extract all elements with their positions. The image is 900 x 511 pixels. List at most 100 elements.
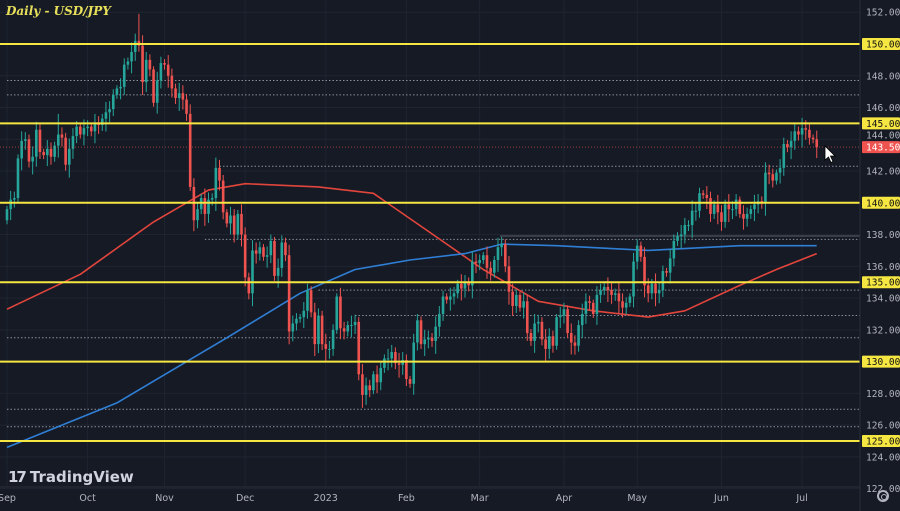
candle-down xyxy=(60,134,64,138)
candle-up xyxy=(723,204,727,222)
last-price-label: 143.503 xyxy=(866,143,900,154)
candle-up xyxy=(82,128,86,135)
price-axis[interactable] xyxy=(860,0,900,511)
time-tick-label: Mar xyxy=(471,493,489,504)
price-tick-label: 136.000 xyxy=(866,262,900,273)
candle-down xyxy=(27,139,31,162)
candle-up xyxy=(562,309,566,316)
candle-up xyxy=(800,128,804,135)
candle-down xyxy=(573,342,577,346)
candle-up xyxy=(668,258,672,273)
candle-up xyxy=(657,290,661,294)
candle-down xyxy=(148,59,152,70)
time-tick-label: Apr xyxy=(556,493,573,504)
candle-down xyxy=(665,271,668,273)
candle-down xyxy=(815,139,819,148)
candle-down xyxy=(606,286,610,291)
price-tick-label: 138.000 xyxy=(866,230,900,241)
candle-up xyxy=(295,318,298,324)
candle-up xyxy=(441,296,445,314)
candle-down xyxy=(320,315,324,345)
candle-down xyxy=(544,339,547,349)
level-price-label: 130.000 xyxy=(866,357,900,368)
price-tick-label: 146.000 xyxy=(866,103,900,114)
candle-down xyxy=(467,282,470,286)
candle-up xyxy=(9,199,12,210)
candle-up xyxy=(438,313,441,327)
candle-up xyxy=(56,134,60,146)
level-price-badge xyxy=(862,38,900,50)
level-price-badge xyxy=(862,117,900,130)
candle-down xyxy=(240,213,243,235)
candle-up xyxy=(624,302,628,308)
settings-gear-icon[interactable] xyxy=(877,490,889,502)
candle-up xyxy=(599,290,602,295)
candle-up xyxy=(632,261,635,297)
candle-down xyxy=(405,360,408,380)
candle-down xyxy=(284,242,287,256)
candle-up xyxy=(522,301,525,308)
candle-up xyxy=(449,296,452,300)
candle-up xyxy=(108,109,111,113)
candle-down xyxy=(64,137,67,165)
candle-down xyxy=(225,212,229,224)
candle-up xyxy=(75,126,78,137)
moving-average-red-line xyxy=(6,182,817,318)
candle-down xyxy=(621,301,624,308)
candle-down xyxy=(397,363,401,365)
candle-up xyxy=(628,296,632,303)
candle-up xyxy=(753,204,756,210)
candle-down xyxy=(368,385,372,391)
candle-up xyxy=(386,358,390,360)
candle-up xyxy=(687,225,690,227)
candle-up xyxy=(317,315,320,345)
candle-up xyxy=(5,209,9,221)
candle-up xyxy=(423,339,426,345)
candle-down xyxy=(166,64,170,76)
tradingview-logo[interactable]: 𝟭𝟳 TradingView xyxy=(8,468,134,486)
candle-up xyxy=(46,148,49,156)
candle-up xyxy=(602,286,606,291)
candle-up xyxy=(350,325,353,327)
candle-up xyxy=(547,336,551,349)
candle-up xyxy=(328,348,331,350)
candle-up xyxy=(372,374,375,391)
candle-down xyxy=(188,113,192,187)
candle-down xyxy=(529,333,533,341)
candle-up xyxy=(764,172,767,203)
candle-up xyxy=(650,283,654,294)
price-tick-label: 152.000 xyxy=(866,8,900,19)
candle-up xyxy=(789,140,793,148)
candle-up xyxy=(159,63,163,81)
candle-up xyxy=(536,321,540,324)
candle-up xyxy=(265,255,269,257)
candle-down xyxy=(141,45,144,83)
candle-down xyxy=(254,250,258,254)
candle-down xyxy=(540,321,544,340)
candle-down xyxy=(569,333,573,343)
candle-down xyxy=(507,266,511,292)
candle-down xyxy=(727,204,731,210)
level-price-label: 150.000 xyxy=(866,40,900,51)
candle-down xyxy=(309,290,313,313)
candle-up xyxy=(793,131,797,141)
candle-up xyxy=(595,294,599,314)
candle-down xyxy=(324,344,328,349)
candle-down xyxy=(643,256,646,286)
candle-down xyxy=(361,374,364,395)
candle-up xyxy=(749,209,753,214)
candle-down xyxy=(518,294,522,308)
time-tick-label: Feb xyxy=(398,493,415,504)
candle-down xyxy=(460,283,463,289)
candle-up xyxy=(306,290,309,311)
candle-down xyxy=(804,128,808,130)
candle-down xyxy=(218,167,221,181)
candle-up xyxy=(364,385,368,395)
candle-down xyxy=(152,69,155,103)
candle-up xyxy=(731,209,734,211)
candle-down xyxy=(566,309,569,334)
candle-down xyxy=(525,301,529,334)
candle-up xyxy=(353,321,357,326)
candle-down xyxy=(313,312,317,345)
